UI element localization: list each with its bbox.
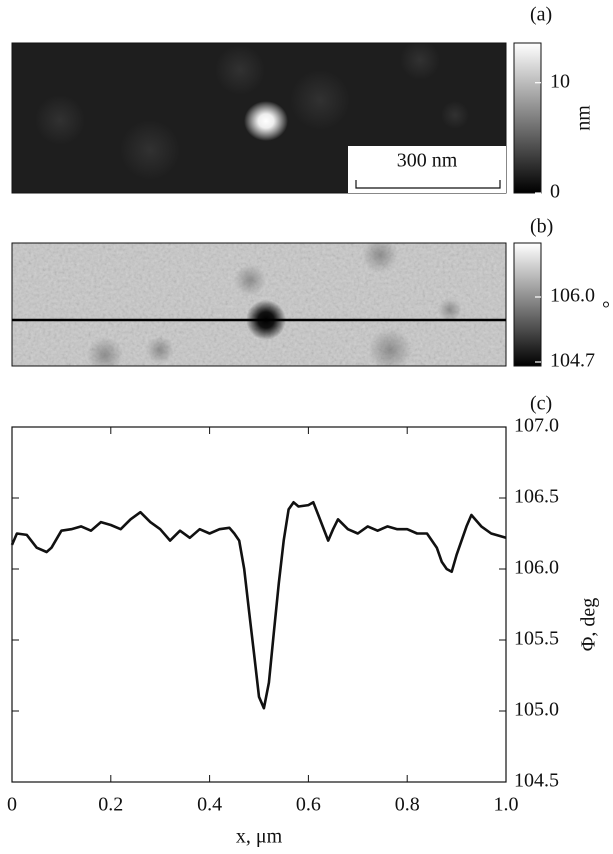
colorbar: [513, 42, 542, 194]
y-tick-label: 104.5: [514, 770, 559, 792]
x-tick-label: 0.6: [296, 794, 321, 816]
image-feature: [244, 101, 288, 141]
image-texture: [234, 264, 266, 296]
x-tick-label: 0.4: [197, 794, 222, 816]
colorbar-tick-label: 10: [550, 70, 570, 92]
y-tick-label: 105.5: [514, 628, 559, 650]
colorbar-label: °: [600, 301, 613, 309]
image-texture: [35, 95, 85, 145]
image-texture: [146, 336, 174, 364]
image-panel: [12, 243, 506, 366]
image-texture: [215, 45, 265, 95]
colorbar-tick-label: 0: [550, 181, 560, 203]
scale-bar-label: 300 nm: [397, 150, 458, 172]
image-frame: [11, 42, 507, 194]
image-texture: [441, 101, 469, 129]
y-tick-label: 107.0: [514, 415, 559, 437]
image-frame: [11, 242, 507, 367]
plot-frame: [11, 426, 507, 783]
y-tick-label: 106.0: [514, 557, 559, 579]
scale-bar-box: [348, 146, 506, 193]
panel-label: (c): [530, 393, 552, 415]
panel-label: (a): [530, 4, 552, 26]
y-tick-label: 106.5: [514, 486, 559, 508]
panel-label: (b): [530, 216, 553, 238]
image-texture: [438, 298, 462, 322]
x-axis-label: x, μm: [236, 826, 283, 848]
image-texture: [290, 70, 350, 130]
y-axis-label: Φ, deg: [578, 598, 600, 652]
scale-bar: [355, 180, 501, 189]
colorbar-label: nm: [573, 105, 595, 131]
x-tick-label: 0.8: [395, 794, 420, 816]
colorbar-tick-label: 106.0: [550, 285, 595, 307]
x-tick-label: 1.0: [494, 794, 519, 816]
x-tick-label: 0: [7, 794, 17, 816]
image-texture: [400, 43, 440, 80]
y-tick-label: 105.0: [514, 699, 559, 721]
image-panel: [12, 43, 506, 193]
image-texture: [87, 337, 123, 366]
image-texture: [368, 328, 412, 366]
image-texture: [362, 243, 398, 273]
x-tick-label: 0.2: [98, 794, 123, 816]
colorbar: [513, 242, 542, 367]
data-line: [10, 501, 507, 710]
image-texture: [120, 120, 180, 180]
colorbar-tick-label: 104.7: [550, 350, 595, 372]
